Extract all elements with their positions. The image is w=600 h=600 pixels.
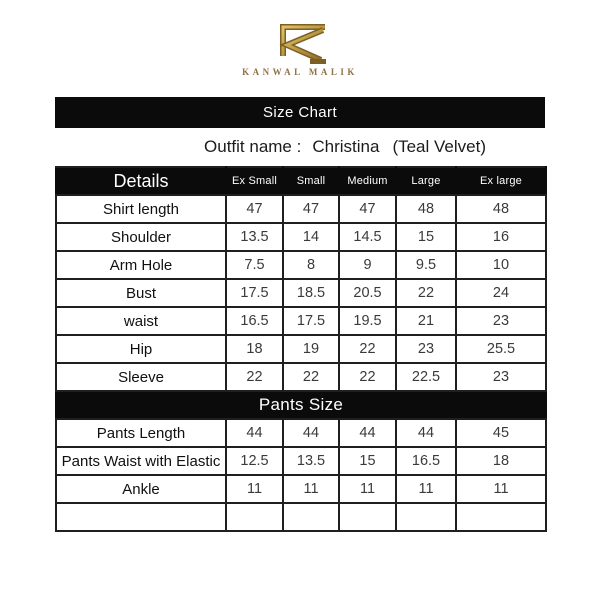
column-header: Medium bbox=[338, 166, 397, 196]
table-row bbox=[55, 502, 547, 532]
size-value-cell: 18 bbox=[225, 334, 284, 364]
size-value-cell: 16.5 bbox=[395, 446, 457, 476]
size-value-cell: 21 bbox=[395, 306, 457, 336]
size-value-cell: 44 bbox=[225, 418, 284, 448]
size-value-cell: 13.5 bbox=[225, 222, 284, 252]
row-label: Sleeve bbox=[55, 362, 227, 392]
outfit-name-row: Outfit name : Christina (Teal Velvet) bbox=[100, 128, 590, 165]
size-value-cell: 22 bbox=[225, 362, 284, 392]
row-label: Pants Length bbox=[55, 418, 227, 448]
column-header: Ex Small bbox=[225, 166, 284, 196]
table-row: Arm Hole 7.5 8 9 9.5 10 bbox=[55, 250, 547, 280]
size-value-cell: 17.5 bbox=[282, 306, 340, 336]
size-value-cell: 8 bbox=[282, 250, 340, 280]
size-value-cell: 11 bbox=[282, 474, 340, 504]
row-label: Hip bbox=[55, 334, 227, 364]
size-value-cell: 23 bbox=[455, 362, 547, 392]
size-value-cell: 47 bbox=[282, 194, 340, 224]
size-chart-banner: Size Chart bbox=[55, 97, 545, 128]
size-value-cell: 48 bbox=[455, 194, 547, 224]
row-label: Ankle bbox=[55, 474, 227, 504]
size-value-cell bbox=[338, 502, 397, 532]
size-value-cell: 10 bbox=[455, 250, 547, 280]
table-row: Sleeve 22 22 22 22.5 23 bbox=[55, 362, 547, 392]
row-label: waist bbox=[55, 306, 227, 336]
size-value-cell: 16.5 bbox=[225, 306, 284, 336]
row-label: Pants Waist with Elastic bbox=[55, 446, 227, 476]
size-value-cell: 18.5 bbox=[282, 278, 340, 308]
outfit-variant: (Teal Velvet) bbox=[392, 136, 486, 156]
size-value-cell: 44 bbox=[338, 418, 397, 448]
size-value-cell bbox=[395, 502, 457, 532]
size-value-cell: 14.5 bbox=[338, 222, 397, 252]
brand-name: KANWAL MALIK bbox=[242, 67, 358, 77]
table-row: Pants Waist with Elastic 12.5 13.5 15 16.5 18 bbox=[55, 446, 547, 476]
size-value-cell: 16 bbox=[455, 222, 547, 252]
size-table-body: Details Ex Small Small Medium Large Ex large S… bbox=[55, 166, 547, 532]
table-row: Ankle 11 11 11 11 11 bbox=[55, 474, 547, 504]
table-row: waist 16.5 17.5 19.5 21 23 bbox=[55, 306, 547, 336]
size-value-cell: 15 bbox=[338, 446, 397, 476]
size-value-cell: 22 bbox=[395, 278, 457, 308]
size-value-cell: 11 bbox=[455, 474, 547, 504]
size-value-cell: 22 bbox=[338, 362, 397, 392]
row-label: Shirt length bbox=[55, 194, 227, 224]
size-value-cell: 48 bbox=[395, 194, 457, 224]
size-value-cell bbox=[225, 502, 284, 532]
k-monogram-icon bbox=[279, 24, 326, 64]
size-value-cell: 23 bbox=[455, 306, 547, 336]
column-header: Small bbox=[282, 166, 340, 196]
size-value-cell: 44 bbox=[395, 418, 457, 448]
row-label: Shoulder bbox=[55, 222, 227, 252]
outfit-label: Outfit name : bbox=[204, 136, 302, 156]
outfit-value: Christina bbox=[312, 136, 380, 156]
row-label: Arm Hole bbox=[55, 250, 227, 280]
size-value-cell: 15 bbox=[395, 222, 457, 252]
size-value-cell: 14 bbox=[282, 222, 340, 252]
row-label: Bust bbox=[55, 278, 227, 308]
size-value-cell: 45 bbox=[455, 418, 547, 448]
banner-title: Size Chart bbox=[262, 104, 338, 121]
size-value-cell bbox=[282, 502, 340, 532]
size-value-cell: 22.5 bbox=[395, 362, 457, 392]
pants-size-section-header: Pants Size bbox=[55, 390, 547, 420]
size-value-cell: 11 bbox=[395, 474, 457, 504]
table-row: Shoulder 13.5 14 14.5 15 16 bbox=[55, 222, 547, 252]
table-row: Shirt length 47 47 47 48 48 bbox=[55, 194, 547, 224]
size-value-cell: 20.5 bbox=[338, 278, 397, 308]
size-value-cell: 22 bbox=[282, 362, 340, 392]
size-value-cell: 12.5 bbox=[225, 446, 284, 476]
size-value-cell: 17.5 bbox=[225, 278, 284, 308]
table-header-row: Details Ex Small Small Medium Large Ex large bbox=[55, 166, 547, 196]
size-value-cell: 44 bbox=[282, 418, 340, 448]
size-value-cell: 11 bbox=[338, 474, 397, 504]
size-value-cell: 24 bbox=[455, 278, 547, 308]
size-value-cell: 11 bbox=[225, 474, 284, 504]
table-row: Bust 17.5 18.5 20.5 22 24 bbox=[55, 278, 547, 308]
size-value-cell: 19.5 bbox=[338, 306, 397, 336]
table-row: Hip 18 19 22 23 25.5 bbox=[55, 334, 547, 364]
size-value-cell bbox=[455, 502, 547, 532]
table-row: Pants Length 44 44 44 44 45 bbox=[55, 418, 547, 448]
details-header: Details bbox=[55, 166, 227, 196]
size-value-cell: 47 bbox=[225, 194, 284, 224]
size-value-cell: 13.5 bbox=[282, 446, 340, 476]
column-header: Ex large bbox=[455, 166, 547, 196]
size-value-cell: 23 bbox=[395, 334, 457, 364]
row-label bbox=[55, 502, 227, 532]
column-header: Large bbox=[395, 166, 457, 196]
size-value-cell: 18 bbox=[455, 446, 547, 476]
size-value-cell: 9.5 bbox=[395, 250, 457, 280]
size-value-cell: 19 bbox=[282, 334, 340, 364]
size-value-cell: 9 bbox=[338, 250, 397, 280]
size-value-cell: 22 bbox=[338, 334, 397, 364]
size-value-cell: 25.5 bbox=[455, 334, 547, 364]
size-value-cell: 47 bbox=[338, 194, 397, 224]
size-table: Details Ex Small Small Medium Large Ex large S… bbox=[55, 166, 547, 532]
pants-size-section-row: Pants Size bbox=[55, 390, 547, 420]
brand-logo: KANWAL MALIK bbox=[0, 22, 600, 77]
size-value-cell: 7.5 bbox=[225, 250, 284, 280]
